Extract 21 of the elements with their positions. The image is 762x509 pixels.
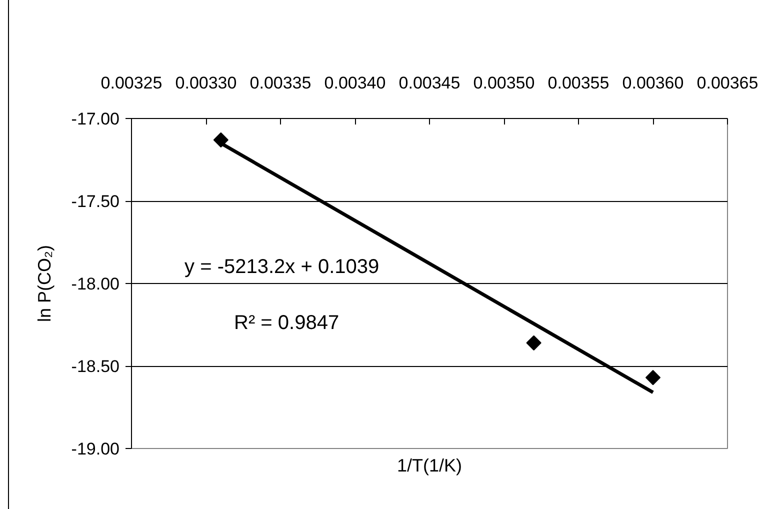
point [213, 132, 228, 148]
x-tick-label: 0.00325 [100, 74, 162, 92]
y-tick-label: -17.50 [71, 192, 120, 211]
x-tick-label: 0.00350 [473, 74, 535, 92]
y-tick-label: -17.00 [71, 110, 120, 128]
y-axis-title: ln P(CO₂) [34, 244, 54, 322]
x-tick-label: 0.00330 [175, 74, 237, 92]
annotation: R² = 0.9847 [234, 312, 340, 334]
x-tick-label: 0.00355 [548, 74, 610, 92]
y-tick-label: -18.50 [71, 357, 120, 376]
y-tick-label: -18.00 [71, 274, 120, 294]
x-tick-label: 0.00335 [250, 74, 312, 92]
x-tick-label: 0.00365 [696, 74, 758, 92]
x-tick-label: 0.00340 [324, 74, 386, 92]
point [645, 370, 661, 386]
x-tick-label: 0.00360 [622, 74, 684, 92]
annotation: y = -5213.2x + 0.1039 [184, 256, 380, 278]
point [526, 335, 542, 350]
x-tick-label: 0.00345 [398, 74, 460, 92]
y-tick-label: -19.00 [71, 440, 120, 458]
x-axis-title: 1/T(1/K) [396, 456, 462, 476]
